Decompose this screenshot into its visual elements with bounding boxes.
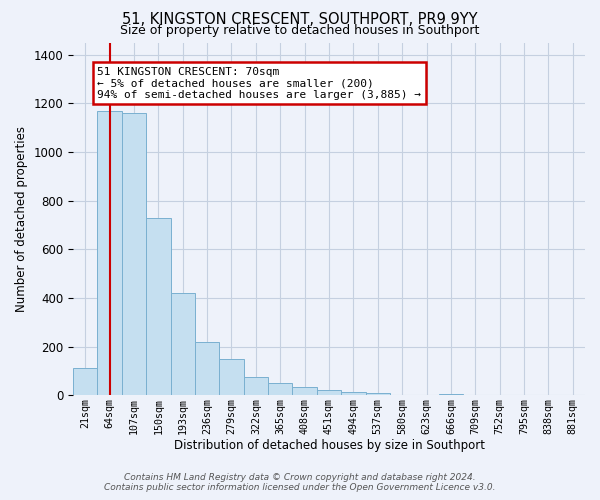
Bar: [195, 342, 220, 395]
Bar: [292, 386, 317, 395]
Bar: [220, 358, 244, 395]
Text: Size of property relative to detached houses in Southport: Size of property relative to detached ho…: [121, 24, 479, 37]
Bar: [122, 113, 146, 395]
Bar: [170, 293, 195, 395]
Bar: [341, 392, 365, 395]
X-axis label: Distribution of detached houses by size in Southport: Distribution of detached houses by size …: [173, 440, 485, 452]
Bar: [317, 390, 341, 395]
Bar: [97, 110, 122, 395]
Y-axis label: Number of detached properties: Number of detached properties: [15, 126, 28, 312]
Bar: [146, 218, 170, 395]
Text: 51 KINGSTON CRESCENT: 70sqm
← 5% of detached houses are smaller (200)
94% of sem: 51 KINGSTON CRESCENT: 70sqm ← 5% of deta…: [97, 67, 421, 100]
Bar: [439, 394, 463, 395]
Text: 51, KINGSTON CRESCENT, SOUTHPORT, PR9 9YY: 51, KINGSTON CRESCENT, SOUTHPORT, PR9 9Y…: [122, 12, 478, 28]
Bar: [244, 377, 268, 395]
Bar: [365, 392, 390, 395]
Bar: [268, 383, 292, 395]
Bar: [73, 368, 97, 395]
Text: Contains HM Land Registry data © Crown copyright and database right 2024.
Contai: Contains HM Land Registry data © Crown c…: [104, 473, 496, 492]
